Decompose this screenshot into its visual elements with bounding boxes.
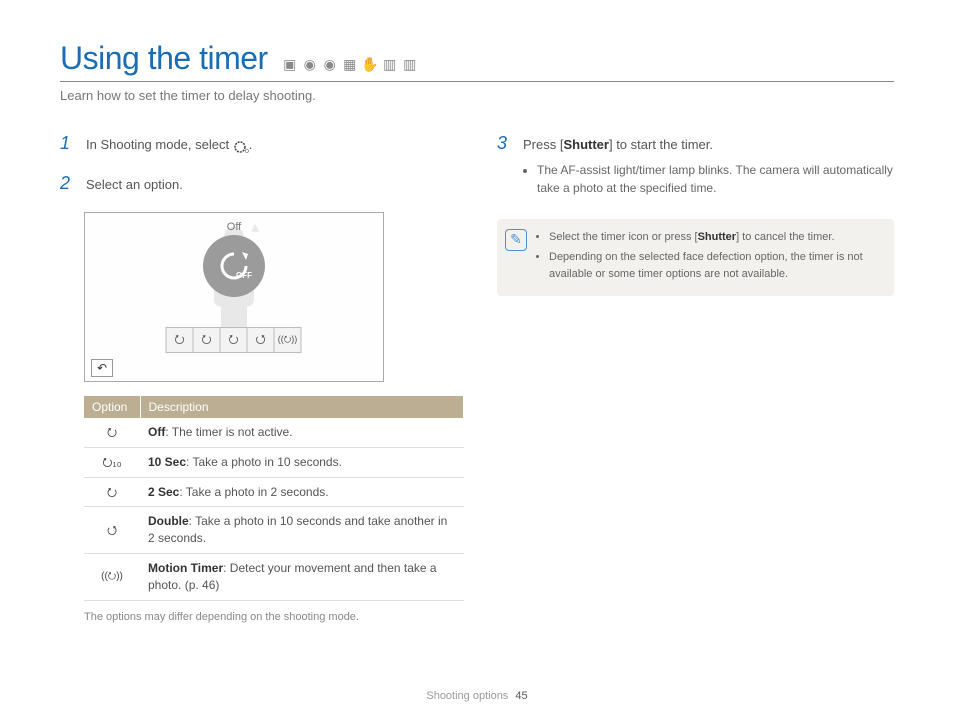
right-column: 3 Press [Shutter] to start the timer. Th… [497, 133, 894, 623]
timer-icon-row: ⭮ ⭮ ⭮ ⭯ ((⭮)) [167, 327, 302, 353]
option-desc: 10 Sec: Take a photo in 10 seconds. [140, 447, 464, 477]
left-column: 1 In Shooting mode, select OFF. 2 Select… [60, 133, 457, 623]
timer-off-icon: OFF [233, 139, 249, 153]
option-desc: 2 Sec: Take a photo in 2 seconds. [140, 477, 464, 507]
step-body: In Shooting mode, select OFF. [86, 133, 457, 155]
step-text: In Shooting mode, select [86, 137, 233, 152]
note-icon: ✎ [505, 229, 527, 251]
option-icon: ⭮ [84, 477, 140, 507]
timer-option-motion[interactable]: ((⭮)) [274, 327, 302, 353]
step-body: Select an option. [86, 173, 457, 195]
step-3: 3 Press [Shutter] to start the timer. Th… [497, 133, 894, 201]
step-text: Press [ [523, 137, 563, 152]
bullet-item: The AF-assist light/timer lamp blinks. T… [537, 161, 894, 197]
svg-text:OFF: OFF [236, 271, 252, 280]
page-footer: Shooting options 45 [0, 690, 954, 702]
timer-option-double[interactable]: ⭯ [247, 327, 275, 353]
mode-icon: ▣ [282, 58, 298, 72]
mode-icons: ▣ ◉ ◉ ▦ ✋ ▥ ▥ [282, 58, 418, 72]
selected-timer-circle: Off OFF [203, 235, 265, 297]
title-row: Using the timer ▣ ◉ ◉ ▦ ✋ ▥ ▥ [60, 40, 894, 82]
option-icon: ⭯ [84, 507, 140, 554]
table-footnote: The options may differ depending on the … [84, 611, 457, 623]
option-icon: ((⭮)) [84, 553, 140, 600]
mode-icon: ▦ [342, 58, 358, 72]
option-icon: ⭮₁₀ [84, 447, 140, 477]
table-row: ⭮ Off: The timer is not active. [84, 418, 464, 447]
mode-icon: ▥ [382, 58, 398, 72]
table-row: ⭮ 2 Sec: Take a photo in 2 seconds. [84, 477, 464, 507]
step-body: Press [Shutter] to start the timer. The … [523, 133, 894, 201]
note-box: ✎ Select the timer icon or press [Shutte… [497, 219, 894, 297]
note-item: Select the timer icon or press [Shutter]… [549, 229, 882, 246]
options-table: Option Description ⭮ Off: The timer is n… [84, 396, 464, 601]
option-desc: Off: The timer is not active. [140, 418, 464, 447]
shutter-label: Shutter [563, 137, 609, 152]
table-row: ⭯ Double: Take a photo in 10 seconds and… [84, 507, 464, 554]
option-desc: Motion Timer: Detect your movement and t… [140, 553, 464, 600]
note-item: Depending on the selected face defection… [549, 249, 882, 282]
option-desc: Double: Take a photo in 10 seconds and t… [140, 507, 464, 554]
timer-option-10s[interactable]: ⭮ [193, 327, 221, 353]
step-1: 1 In Shooting mode, select OFF. [60, 133, 457, 155]
timer-option-off[interactable]: ⭮ [166, 327, 194, 353]
mode-icon: ▥ [402, 58, 418, 72]
back-button[interactable]: ↶ [91, 359, 113, 377]
step-bullets: The AF-assist light/timer lamp blinks. T… [523, 161, 894, 197]
step-number: 2 [60, 173, 74, 195]
step-2: 2 Select an option. [60, 173, 457, 195]
mode-icon: ◉ [302, 58, 318, 72]
table-header-description: Description [140, 396, 464, 418]
mode-icon: ◉ [322, 58, 338, 72]
timer-option-2s[interactable]: ⭮ [220, 327, 248, 353]
camera-screen: Off OFF ⭮ ⭮ ⭮ ⭯ ((⭮)) ↶ [84, 212, 384, 382]
page-title: Using the timer [60, 40, 268, 77]
table-row: ⭮₁₀ 10 Sec: Take a photo in 10 seconds. [84, 447, 464, 477]
step-text: ] to start the timer. [609, 137, 713, 152]
step-text: . [249, 137, 253, 152]
timer-large-icon: OFF [216, 248, 252, 284]
footer-section: Shooting options [426, 690, 508, 702]
step-number: 1 [60, 133, 74, 155]
page-number: 45 [515, 690, 527, 702]
option-icon: ⭮ [84, 418, 140, 447]
off-label: Off [227, 221, 241, 233]
table-header-option: Option [84, 396, 140, 418]
page-subtitle: Learn how to set the timer to delay shoo… [60, 88, 894, 103]
table-row: ((⭮)) Motion Timer: Detect your movement… [84, 553, 464, 600]
content-columns: 1 In Shooting mode, select OFF. 2 Select… [60, 133, 894, 623]
mode-icon: ✋ [362, 58, 378, 72]
step-number: 3 [497, 133, 511, 201]
